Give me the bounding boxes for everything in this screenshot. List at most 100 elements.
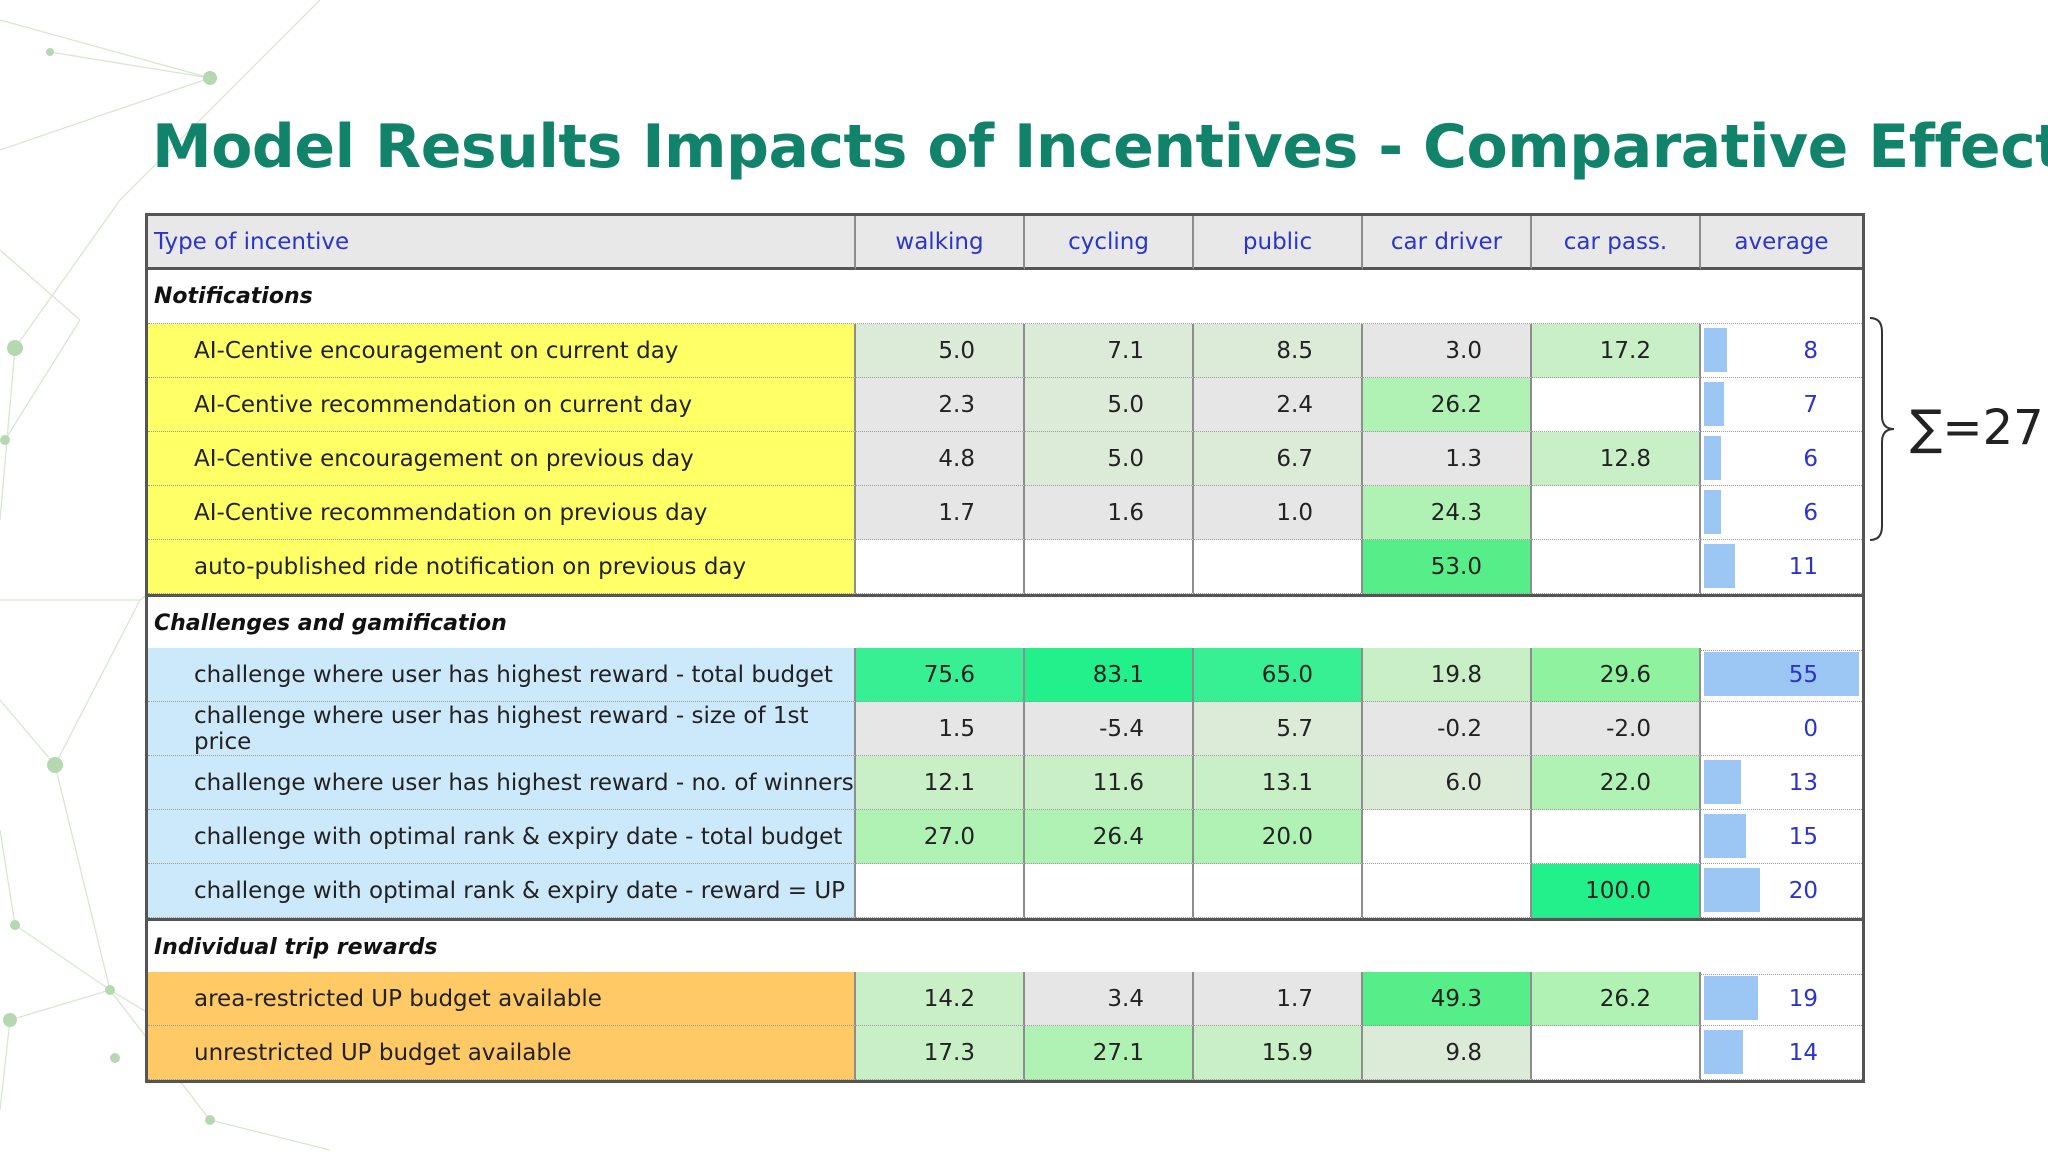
average-bar	[1704, 436, 1721, 480]
column-header: average	[1701, 216, 1862, 270]
section-title: Challenges and gamification	[148, 597, 1862, 651]
average-value: 13	[1788, 770, 1818, 796]
value-cell	[1532, 486, 1701, 540]
average-value: 55	[1788, 662, 1818, 688]
average-cell: 15	[1701, 810, 1862, 864]
value-cell: 7.1	[1025, 324, 1194, 378]
value-cell	[1025, 864, 1194, 918]
average-cell: 55	[1701, 648, 1862, 702]
value-cell	[1194, 864, 1363, 918]
incentive-label: AI-Centive recommendation on previous da…	[148, 486, 856, 540]
value-cell: 65.0	[1194, 648, 1363, 702]
table-header-row: Type of incentive walking cycling public car…	[148, 216, 1862, 270]
average-bar	[1704, 652, 1859, 696]
value-cell: 17.2	[1532, 324, 1701, 378]
value-cell	[1532, 378, 1701, 432]
average-bar	[1704, 1030, 1743, 1074]
value-cell: 8.5	[1194, 324, 1363, 378]
value-cell: 5.0	[856, 324, 1025, 378]
sum-annotation: ∑=27	[1910, 400, 2044, 456]
column-header: walking	[856, 216, 1025, 270]
value-cell: 12.8	[1532, 432, 1701, 486]
curly-brace-icon	[1869, 317, 1895, 541]
value-cell: 1.6	[1025, 486, 1194, 540]
average-cell: 7	[1701, 378, 1862, 432]
average-value: 8	[1803, 338, 1818, 364]
value-cell: 11.6	[1025, 756, 1194, 810]
value-cell: 83.1	[1025, 648, 1194, 702]
value-cell: -5.4	[1025, 702, 1194, 756]
table-row: challenge where user has highest reward …	[148, 702, 1862, 756]
average-cell: 6	[1701, 432, 1862, 486]
column-header: public	[1194, 216, 1363, 270]
average-bar	[1704, 760, 1741, 804]
value-cell: 20.0	[1194, 810, 1363, 864]
value-cell: 6.0	[1363, 756, 1532, 810]
incentive-label: unrestricted UP budget available	[148, 1026, 856, 1080]
table-row: area-restricted UP budget available 14.2 3…	[148, 972, 1862, 1026]
section-header-row: Notifications	[148, 270, 1862, 324]
average-cell: 11	[1701, 540, 1862, 594]
value-cell: 13.1	[1194, 756, 1363, 810]
value-cell: 4.8	[856, 432, 1025, 486]
value-cell: 2.3	[856, 378, 1025, 432]
value-cell: -0.2	[1363, 702, 1532, 756]
average-cell: 0	[1701, 702, 1862, 756]
table-row: auto-published ride notification on prev…	[148, 540, 1862, 594]
page-title: Model Results Impacts of Incentives - Co…	[152, 112, 2048, 182]
table-row: unrestricted UP budget available 17.3 27.1…	[148, 1026, 1862, 1080]
incentive-label: AI-Centive encouragement on current day	[148, 324, 856, 378]
average-value: 0	[1803, 716, 1818, 742]
incentive-label: challenge where user has highest reward …	[148, 702, 856, 756]
value-cell: 5.7	[1194, 702, 1363, 756]
value-cell: 26.2	[1363, 378, 1532, 432]
value-cell: 27.1	[1025, 1026, 1194, 1080]
incentive-label: challenge where user has highest reward …	[148, 756, 856, 810]
average-cell: 20	[1701, 864, 1862, 918]
average-bar	[1704, 382, 1724, 426]
value-cell	[1363, 864, 1532, 918]
value-cell: 100.0	[1532, 864, 1701, 918]
value-cell: 17.3	[856, 1026, 1025, 1080]
table-row: challenge where user has highest reward …	[148, 756, 1862, 810]
value-cell: 26.4	[1025, 810, 1194, 864]
section-header-row: Individual trip rewards	[148, 918, 1862, 975]
value-cell: -2.0	[1532, 702, 1701, 756]
value-cell: 6.7	[1194, 432, 1363, 486]
table-row: challenge with optimal rank & expiry dat…	[148, 810, 1862, 864]
average-value: 19	[1788, 986, 1818, 1012]
value-cell: 5.0	[1025, 432, 1194, 486]
average-bar	[1704, 814, 1746, 858]
value-cell	[856, 864, 1025, 918]
section-header-row: Challenges and gamification	[148, 594, 1862, 651]
value-cell: 2.4	[1194, 378, 1363, 432]
table-row: challenge with optimal rank & expiry dat…	[148, 864, 1862, 918]
value-cell: 19.8	[1363, 648, 1532, 702]
value-cell: 53.0	[1363, 540, 1532, 594]
value-cell: 15.9	[1194, 1026, 1363, 1080]
average-cell: 13	[1701, 756, 1862, 810]
incentive-label: AI-Centive recommendation on current day	[148, 378, 856, 432]
value-cell: 22.0	[1532, 756, 1701, 810]
value-cell	[1532, 540, 1701, 594]
value-cell	[1532, 810, 1701, 864]
value-cell: 1.0	[1194, 486, 1363, 540]
value-cell: 1.7	[1194, 972, 1363, 1026]
column-header: cycling	[1025, 216, 1194, 270]
table-row: AI-Centive encouragement on previous day…	[148, 432, 1862, 486]
incentive-label: challenge where user has highest reward …	[148, 648, 856, 702]
table-row: AI-Centive encouragement on current day 5…	[148, 324, 1862, 378]
value-cell: 5.0	[1025, 378, 1194, 432]
value-cell: 1.7	[856, 486, 1025, 540]
value-cell: 1.3	[1363, 432, 1532, 486]
incentive-label: AI-Centive encouragement on previous day	[148, 432, 856, 486]
average-bar	[1704, 328, 1727, 372]
value-cell	[1363, 810, 1532, 864]
average-bar	[1704, 976, 1758, 1020]
value-cell: 12.1	[856, 756, 1025, 810]
average-bar	[1704, 868, 1760, 912]
value-cell: 29.6	[1532, 648, 1701, 702]
average-value: 14	[1788, 1040, 1818, 1066]
value-cell: 27.0	[856, 810, 1025, 864]
column-header: car driver	[1363, 216, 1532, 270]
